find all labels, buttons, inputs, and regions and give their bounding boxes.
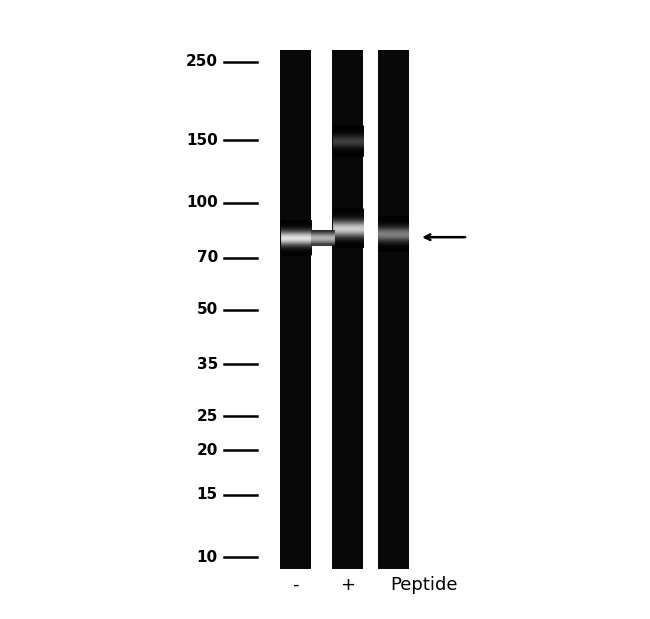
Bar [378,50,409,569]
Text: +: + [340,576,356,594]
Text: Peptide: Peptide [391,576,458,594]
Bar [280,50,311,569]
Bar [332,50,363,569]
Text: 25: 25 [196,409,218,423]
Text: 20: 20 [196,443,218,458]
Text: 50: 50 [196,302,218,317]
Text: 35: 35 [196,357,218,372]
Text: 100: 100 [186,196,218,210]
Text: -: - [292,576,299,594]
Text: 250: 250 [186,54,218,69]
Text: 15: 15 [196,487,218,502]
Text: 150: 150 [186,133,218,148]
Text: 70: 70 [196,250,218,265]
Text: 10: 10 [196,550,218,565]
